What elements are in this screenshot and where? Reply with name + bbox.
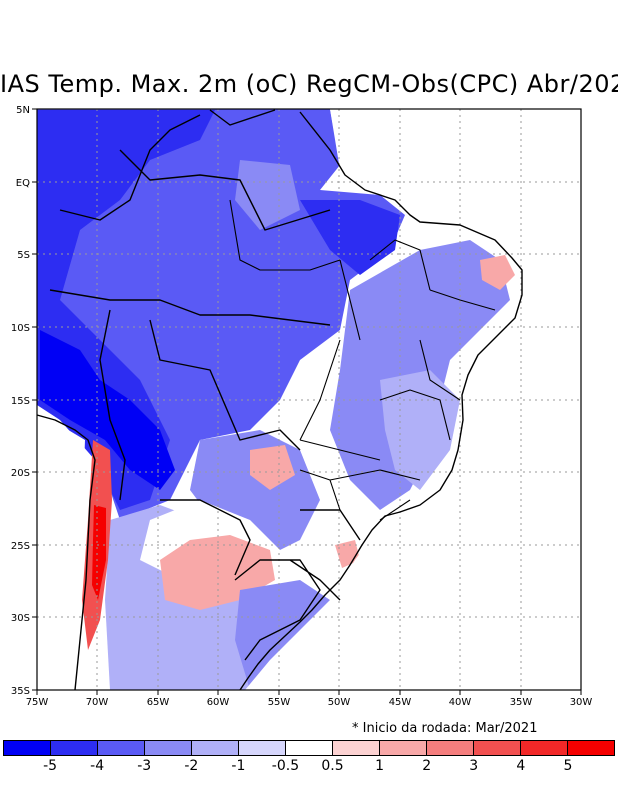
- legend-label: 1: [375, 758, 385, 774]
- lat-label: 5S: [17, 250, 30, 261]
- lon-label: 70W: [86, 697, 109, 708]
- lon-label: 50W: [328, 697, 351, 708]
- legend-swatch: [568, 741, 614, 755]
- legend-label: -0.5: [271, 758, 300, 774]
- ocean-atlantic: [245, 109, 581, 690]
- coastline: [209, 109, 523, 691]
- run-start-note: * Inicio da rodada: Mar/2021: [352, 721, 538, 736]
- legend-label: -2: [184, 758, 199, 774]
- color-legend: [3, 740, 615, 756]
- lat-label: EQ: [16, 178, 30, 189]
- legend-swatch: [474, 741, 521, 755]
- legend-swatch: [333, 741, 380, 755]
- lat-label: 15S: [11, 396, 30, 407]
- anomaly-pos-se: [335, 540, 360, 568]
- legend-swatch: [427, 741, 474, 755]
- legend-label: 0.5: [321, 758, 344, 774]
- lon-label: 65W: [147, 697, 170, 708]
- tick-marks: [32, 108, 582, 695]
- lat-label: 20S: [11, 468, 30, 479]
- legend-swatch: [286, 741, 333, 755]
- legend-label: -3: [137, 758, 152, 774]
- lon-label: 40W: [449, 697, 472, 708]
- lat-label: 25S: [11, 541, 30, 552]
- lat-labels: 5N EQ 5S 10S 15S 20S 25S 30S 35S: [11, 105, 30, 697]
- legend-label: -5: [43, 758, 58, 774]
- legend-swatch: [239, 741, 286, 755]
- lon-label: 35W: [510, 697, 533, 708]
- pacific-coast: [36, 414, 96, 691]
- legend-swatch: [4, 741, 51, 755]
- anomaly-andes-pos-strong: [92, 505, 106, 600]
- legend-swatch: [380, 741, 427, 755]
- borders: [36, 109, 523, 691]
- legend-label: -4: [90, 758, 105, 774]
- legend-swatch: [192, 741, 239, 755]
- lat-label: 30S: [11, 613, 30, 624]
- state-borders: [229, 199, 496, 521]
- legend-label: 4: [516, 758, 526, 774]
- lon-label: 45W: [389, 697, 412, 708]
- ocean-pacific: [37, 410, 85, 690]
- legend-label: 2: [422, 758, 432, 774]
- lon-label: 55W: [268, 697, 291, 708]
- legend-label: -1: [231, 758, 246, 774]
- anomaly-pos-east: [480, 255, 515, 290]
- anomaly-map: 5N EQ 5S 10S 15S 20S 25S 30S 35S 75W 70W…: [11, 105, 593, 708]
- anomaly-pos-mid: [250, 445, 295, 490]
- lon-labels: 75W 70W 65W 60W 55W 50W 45W 40W 35W 30W: [26, 697, 593, 708]
- legend-labels: -5 -4 -3 -2 -1 -0.5 0.5 1 2 3 4 5: [0, 758, 618, 778]
- legend-swatch: [145, 741, 192, 755]
- lat-label: 5N: [16, 105, 30, 116]
- map-title: IAS Temp. Max. 2m (oC) RegCM-Obs(CPC) Ab…: [0, 70, 618, 98]
- legend-swatch: [51, 741, 98, 755]
- legend-label: 5: [563, 758, 573, 774]
- lon-label: 30W: [570, 697, 593, 708]
- anomaly-neg2: [235, 160, 300, 230]
- lat-label: 35S: [11, 686, 30, 697]
- legend-label: 3: [469, 758, 479, 774]
- legend-swatch: [521, 741, 568, 755]
- lon-label: 60W: [207, 697, 230, 708]
- anomaly-neg5: [40, 330, 175, 490]
- lon-label: 75W: [26, 697, 49, 708]
- legend-swatch: [98, 741, 145, 755]
- lat-label: 10S: [11, 323, 30, 334]
